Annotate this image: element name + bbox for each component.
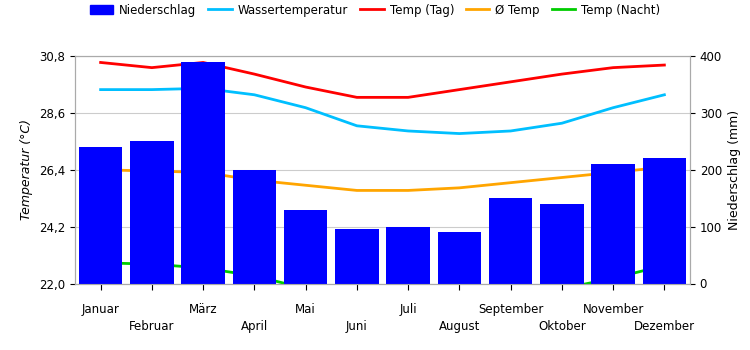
Text: Juli: Juli <box>399 303 417 316</box>
Bar <box>540 204 584 284</box>
Bar <box>284 210 328 284</box>
Bar <box>335 230 379 284</box>
Text: Oktober: Oktober <box>538 320 586 332</box>
Text: Februar: Februar <box>129 320 175 332</box>
Text: Juni: Juni <box>346 320 368 332</box>
Text: April: April <box>241 320 268 332</box>
Text: März: März <box>189 303 217 316</box>
Text: September: September <box>478 303 543 316</box>
Text: November: November <box>583 303 644 316</box>
Text: Mai: Mai <box>296 303 316 316</box>
Y-axis label: Niederschlag (mm): Niederschlag (mm) <box>728 110 740 230</box>
Text: August: August <box>439 320 480 332</box>
Text: Januar: Januar <box>82 303 119 316</box>
Bar <box>489 198 532 284</box>
Y-axis label: Temperatur (°C): Temperatur (°C) <box>20 119 34 220</box>
Text: Dezember: Dezember <box>634 320 695 332</box>
Legend: Niederschlag, Wassertemperatur, Temp (Tag), Ø Temp, Temp (Nacht): Niederschlag, Wassertemperatur, Temp (Ta… <box>85 0 665 21</box>
Bar <box>591 164 635 284</box>
Bar <box>386 227 430 284</box>
Bar <box>437 232 482 284</box>
Bar <box>79 147 122 284</box>
Bar <box>643 158 686 284</box>
Bar <box>182 62 225 284</box>
Bar <box>232 170 276 284</box>
Bar <box>130 141 174 284</box>
